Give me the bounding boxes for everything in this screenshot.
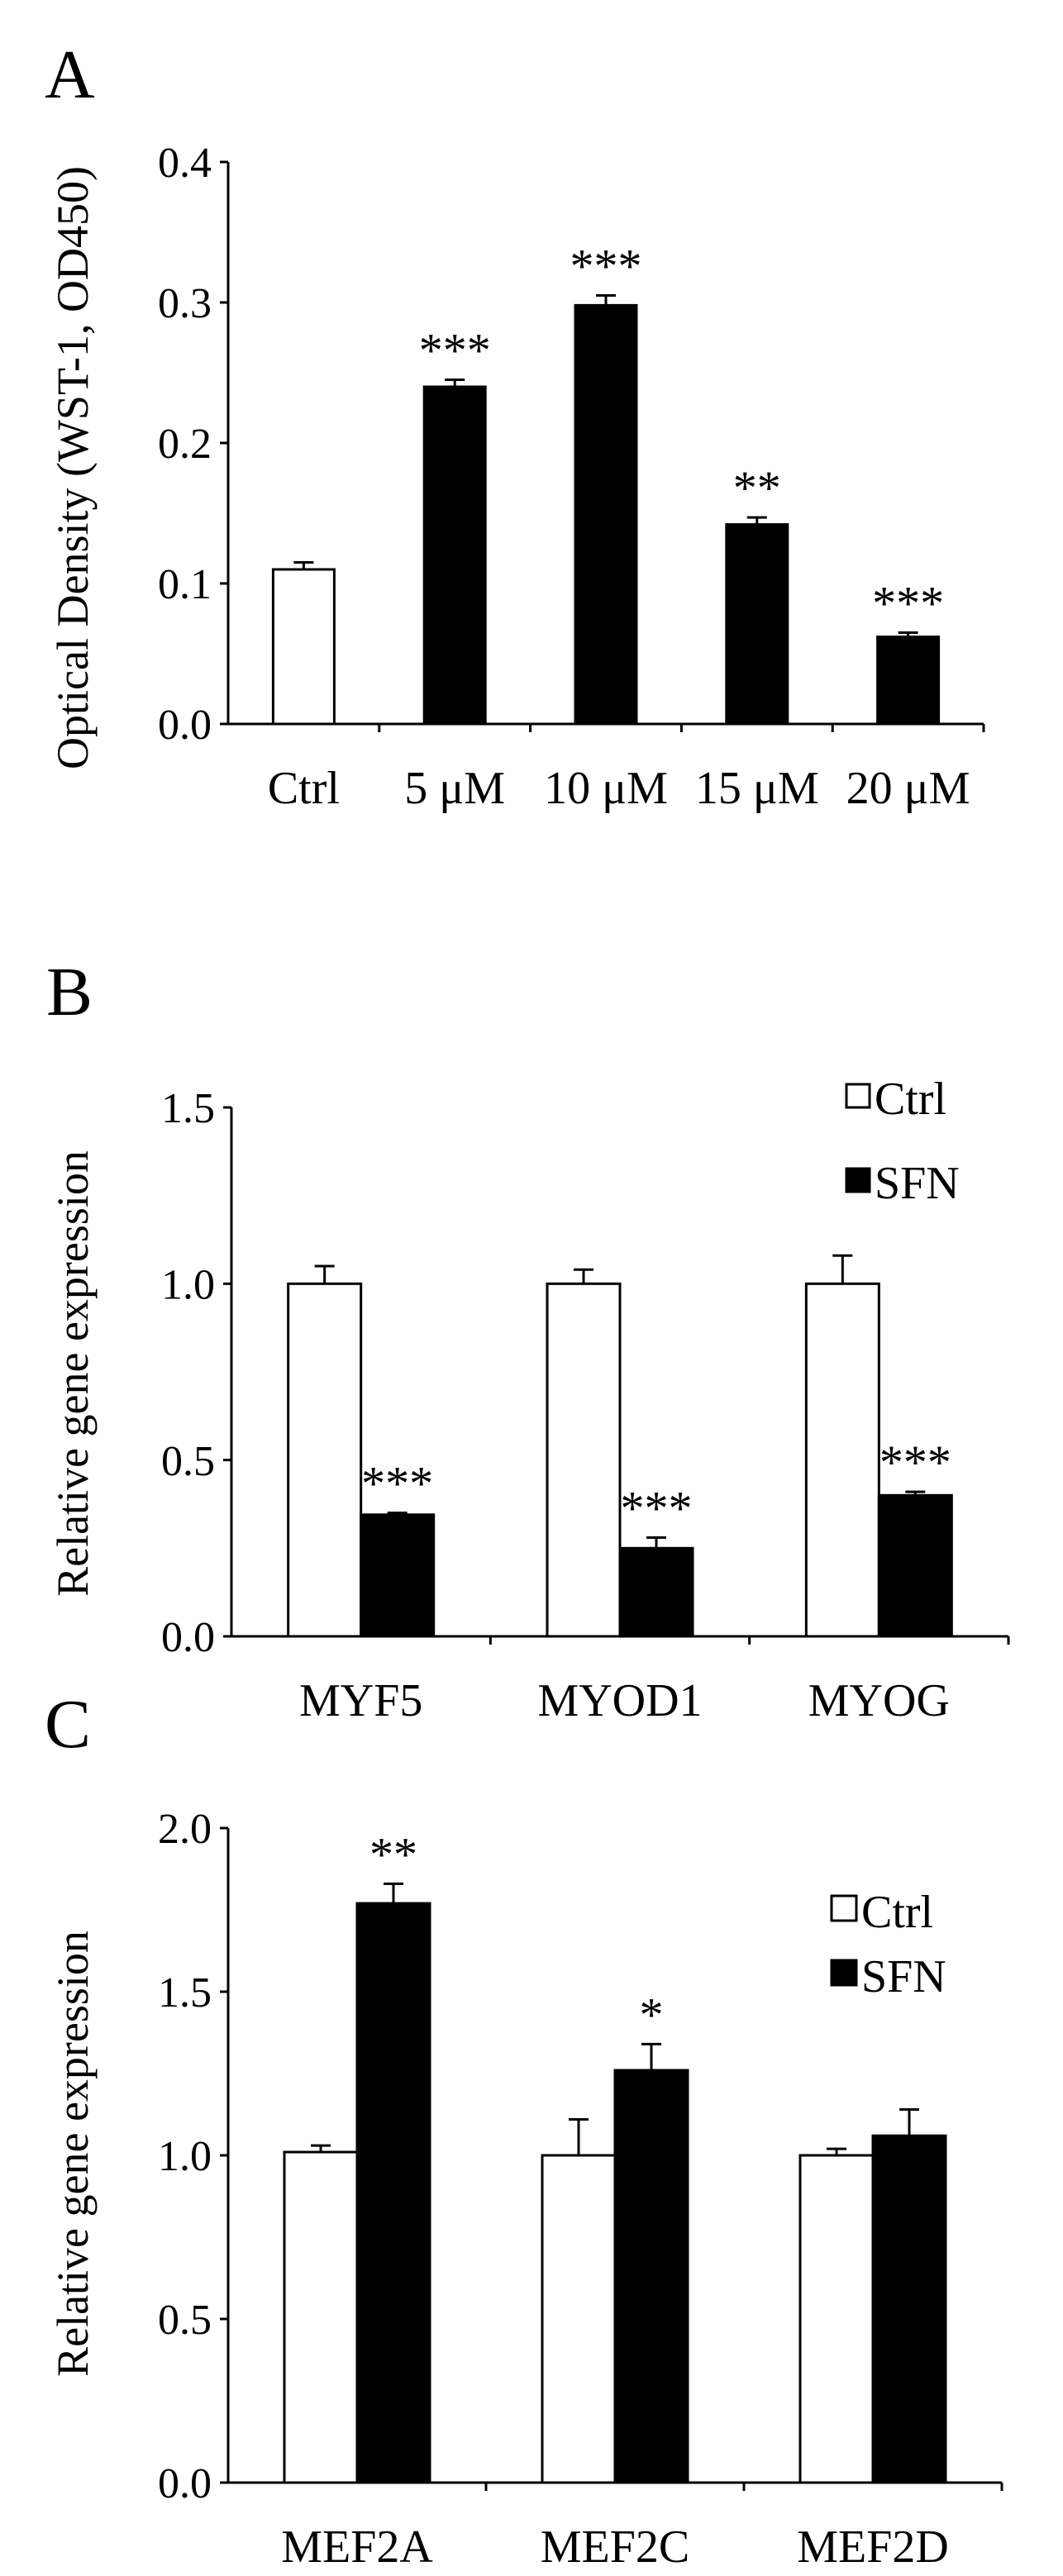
- y-tick-label: 0.1: [158, 561, 212, 608]
- bar-mef2a-ctrl: [283, 2150, 359, 2484]
- bar-mef2d-ctrl: [798, 2154, 875, 2484]
- significance-marker: ***: [361, 1457, 433, 1511]
- significance-marker: *: [640, 1988, 664, 2041]
- panel-b: B 0.0 0.5 1.0 1.5 Relative gene expression MYF…: [46, 954, 1010, 1726]
- x-tick-label: Ctrl: [268, 763, 340, 814]
- legend-swatch-sfn: [845, 1167, 871, 1193]
- significance-marker: ***: [570, 240, 642, 293]
- x-tick-label: MEF2C: [541, 2521, 690, 2573]
- legend-label-sfn: SFN: [861, 1951, 946, 2002]
- x-tick-label: MYOD1: [537, 1675, 702, 1726]
- y-tick-label: 1.0: [158, 2133, 212, 2180]
- y-axis-label: Relative gene expression: [48, 1931, 98, 2377]
- y-axis-label: Optical Density (WST-1, OD450): [48, 166, 98, 769]
- x-tick-label: 15 μM: [695, 763, 819, 814]
- y-tick-label: 0.0: [161, 1614, 215, 1661]
- significance-marker: ***: [621, 1482, 693, 1536]
- legend-swatch-sfn: [830, 1959, 858, 1987]
- panel-label: C: [45, 1686, 91, 1763]
- legend-swatch-ctrl: [845, 1083, 871, 1109]
- x-tick-label: MEF2A: [281, 2521, 433, 2573]
- y-tick-label: 1.5: [158, 1969, 212, 2017]
- bar-15-m: [725, 523, 789, 726]
- y-tick-label: 0.5: [161, 1438, 215, 1485]
- panel-label: B: [46, 954, 93, 1031]
- panel-a: A 0.0 0.1 0.2 0.3 0.4 Optical Density (WST-1, …: [45, 36, 985, 814]
- bar-ctrl: [271, 568, 336, 726]
- legend-label-sfn: SFN: [875, 1158, 960, 1209]
- bar-myf5-sfn: [360, 1513, 436, 1638]
- x-tick-label: MYF5: [299, 1675, 422, 1726]
- y-tick-label: 0.2: [158, 421, 212, 468]
- significance-marker: ***: [419, 324, 491, 378]
- bar-mef2a-sfn: [355, 1902, 431, 2484]
- significance-marker: ***: [872, 577, 944, 631]
- significance-marker: **: [369, 1827, 417, 1881]
- bar-10-m: [574, 303, 638, 726]
- y-tick-label: 1.5: [161, 1085, 215, 1132]
- y-tick-label: 0.3: [158, 280, 212, 327]
- x-tick-label: MYOG: [808, 1675, 950, 1726]
- bar-myod1-sfn: [618, 1546, 694, 1638]
- y-tick-label: 1.0: [161, 1262, 215, 1309]
- y-tick-label: 2.0: [158, 1806, 212, 1853]
- significance-marker: **: [733, 461, 781, 515]
- x-tick-label: 5 μM: [404, 763, 505, 814]
- y-tick-label: 0.0: [158, 2460, 212, 2507]
- y-tick-label: 0.4: [158, 140, 212, 187]
- bar-mef2d-sfn: [871, 2134, 947, 2484]
- bar-20-m: [876, 636, 941, 726]
- panel-label: A: [45, 36, 95, 113]
- y-tick-label: 0.0: [158, 702, 212, 749]
- x-tick-label: MEF2D: [797, 2521, 949, 2573]
- legend-label-ctrl: Ctrl: [861, 1887, 933, 1938]
- legend-swatch-ctrl: [830, 1894, 858, 1922]
- bar-mef2c-ctrl: [541, 2154, 617, 2484]
- y-axis-label: Relative gene expression: [48, 1150, 98, 1597]
- legend-label-ctrl: Ctrl: [875, 1074, 946, 1125]
- bar-5-m: [422, 385, 487, 726]
- bar-myod1-ctrl: [546, 1282, 622, 1638]
- bar-myog-sfn: [877, 1493, 953, 1638]
- y-tick-label: 0.5: [158, 2297, 212, 2344]
- bar-myog-ctrl: [804, 1282, 880, 1638]
- x-tick-label: 10 μM: [544, 763, 668, 814]
- panel-c: C 0.0 0.5 1.0 1.5 2.0 Relative gene expression…: [45, 1686, 1003, 2573]
- bar-myf5-ctrl: [287, 1282, 363, 1638]
- significance-marker: ***: [879, 1436, 951, 1489]
- bar-mef2c-sfn: [613, 2069, 689, 2484]
- x-tick-label: 20 μM: [846, 763, 970, 814]
